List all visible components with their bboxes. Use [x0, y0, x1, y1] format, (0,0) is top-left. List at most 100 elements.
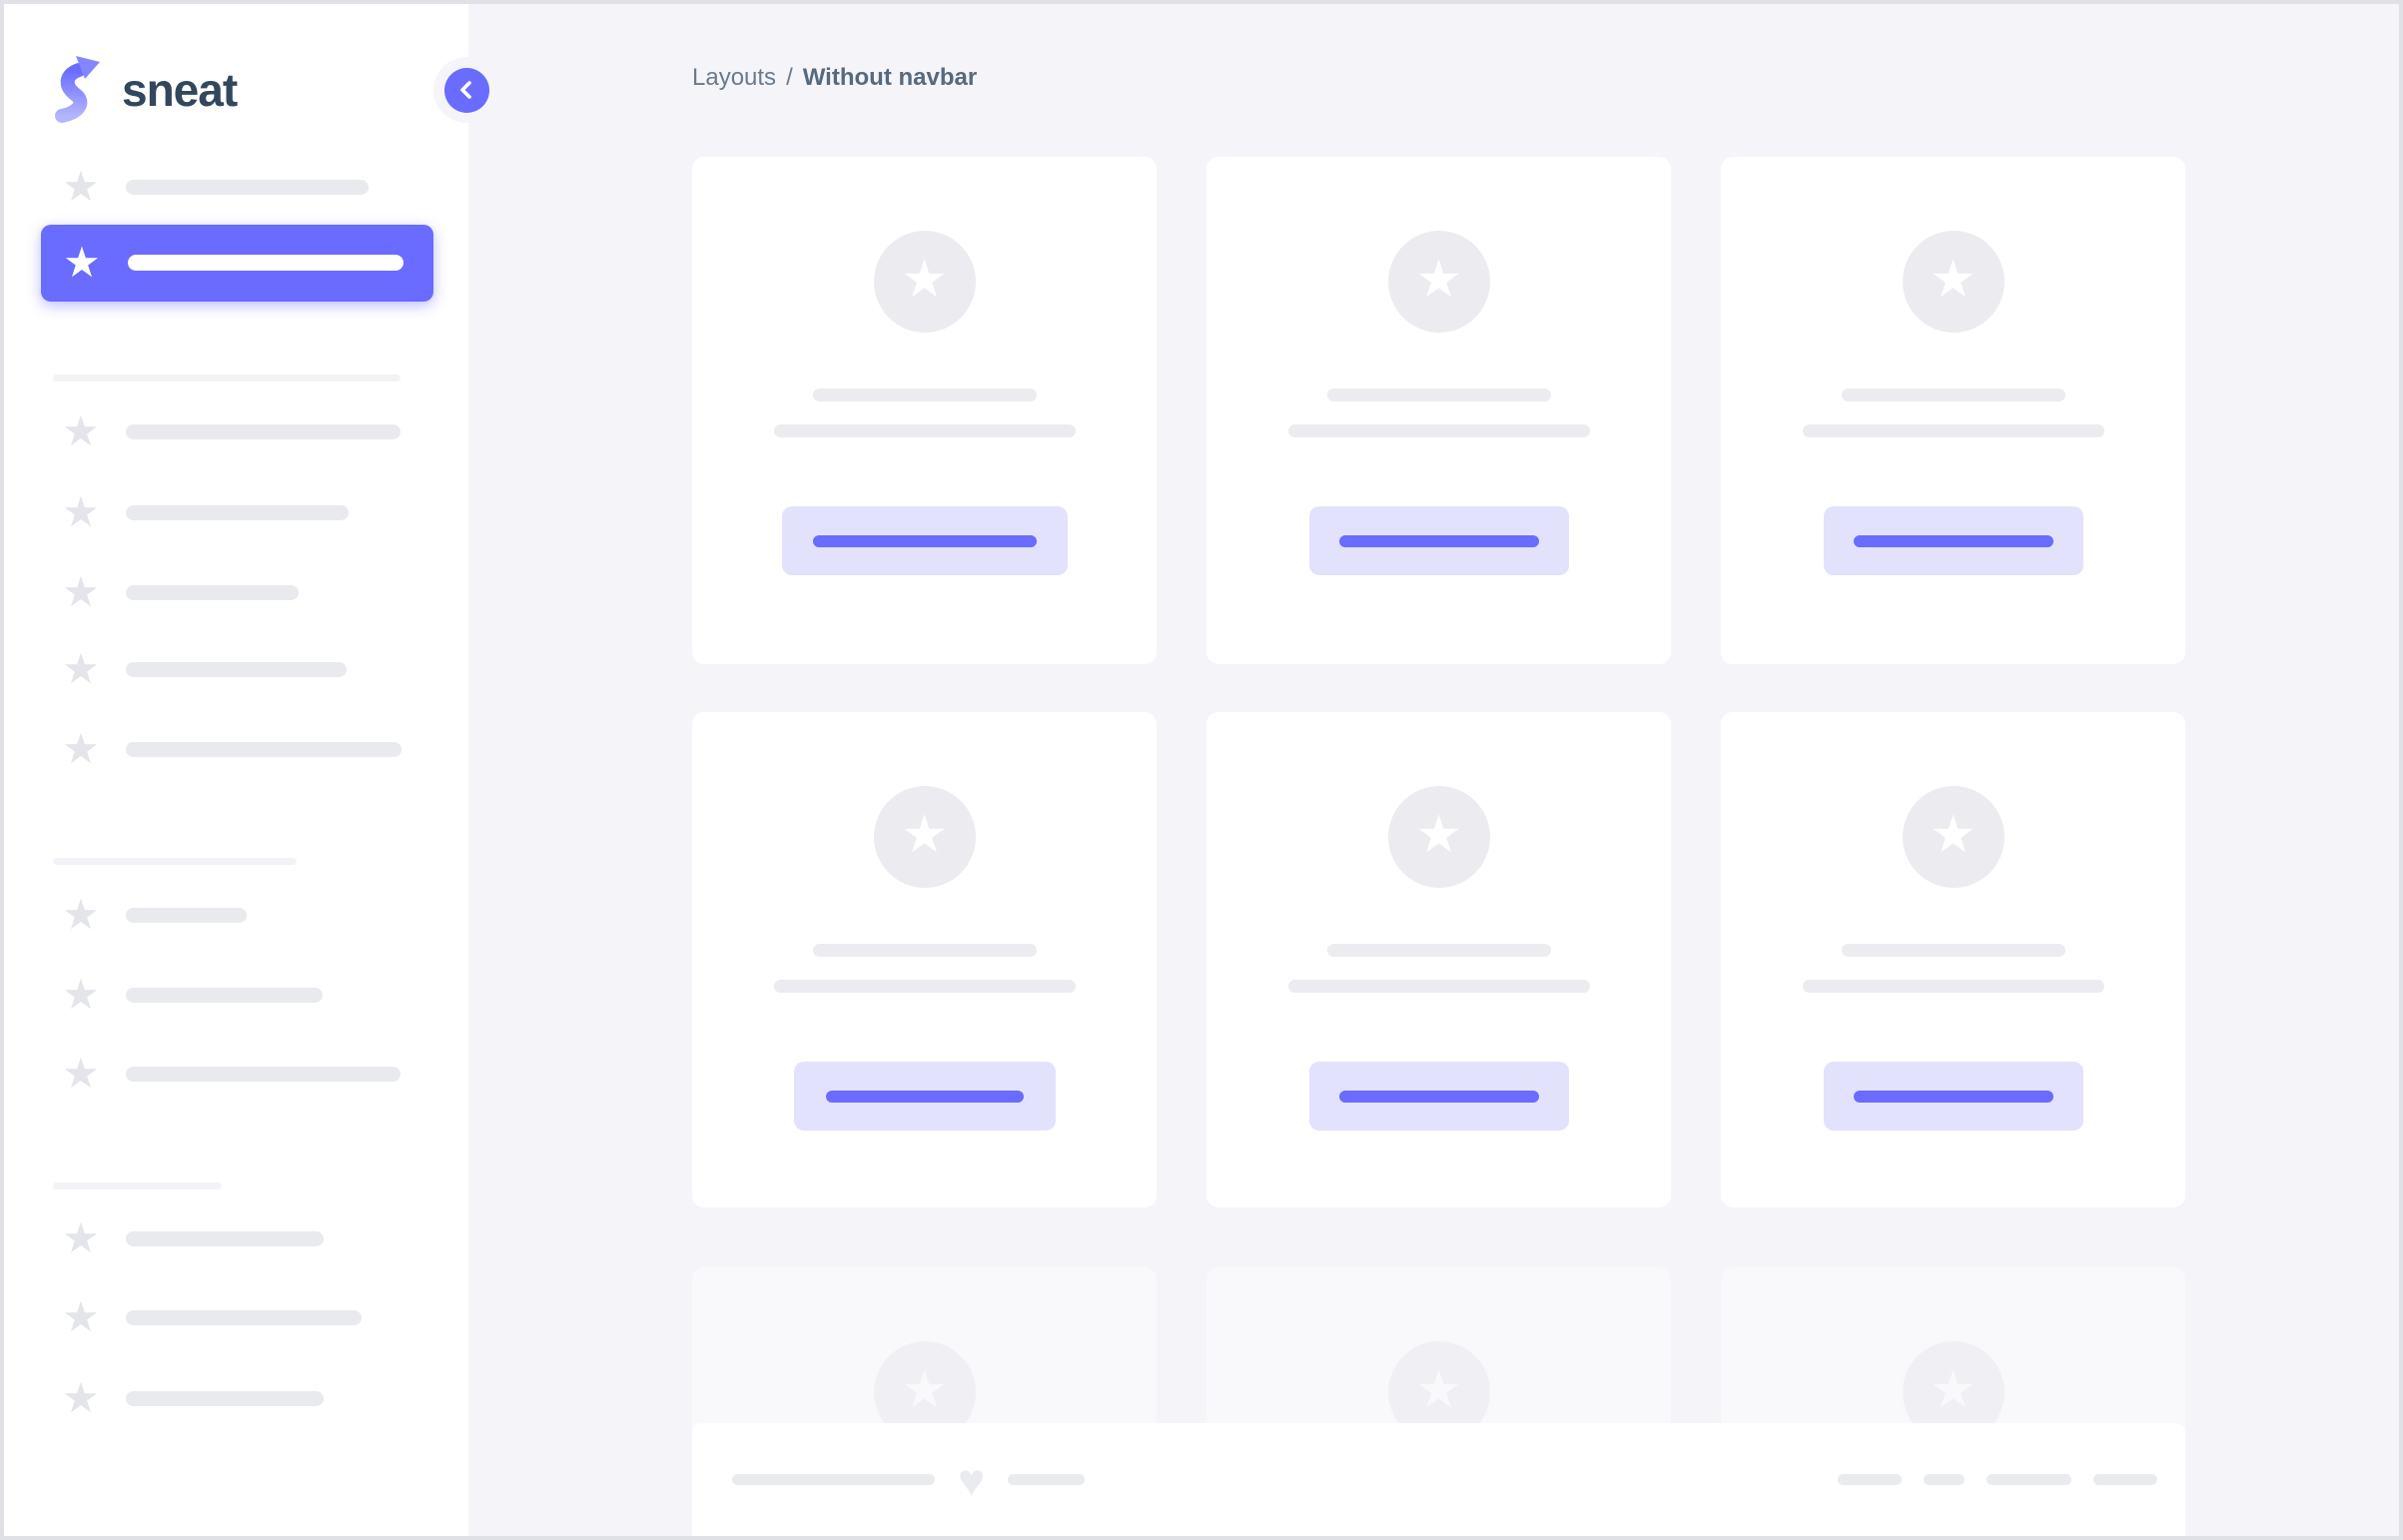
skeleton-line — [1287, 424, 1590, 437]
sidebar-item[interactable]: ★ — [4, 1216, 468, 1260]
sidebar-item[interactable]: ★ — [4, 1376, 468, 1420]
skeleton-line — [1802, 980, 2104, 993]
star-icon: ★ — [1415, 806, 1462, 864]
sidebar: sneat ★ ★ ★ ★ ★ ★ ★ ★ ★ ★ ★ ★ ★ — [4, 4, 468, 1536]
skeleton-line — [1802, 424, 2104, 437]
sidebar-item[interactable]: ★ — [4, 165, 468, 209]
star-icon: ★ — [901, 806, 948, 864]
star-icon: ★ — [62, 568, 100, 615]
star-icon: ★ — [62, 163, 100, 210]
skeleton-bar — [732, 1474, 935, 1485]
sneat-logo-icon — [55, 56, 100, 123]
sidebar-item-active[interactable]: ★ — [41, 224, 433, 302]
skeleton-bar — [126, 504, 349, 520]
placeholder-card: ★ — [692, 157, 1157, 664]
star-icon: ★ — [62, 488, 100, 535]
sidebar-section-divider — [53, 858, 297, 865]
placeholder-card: ★ — [1721, 157, 2185, 664]
sidebar-item[interactable]: ★ — [4, 490, 468, 534]
skeleton-bar — [126, 987, 323, 1003]
sidebar-section-divider — [53, 1182, 222, 1189]
breadcrumb-separator: / — [786, 64, 793, 91]
skeleton-line — [1841, 944, 2065, 957]
placeholder-card: ★ — [1206, 712, 1671, 1207]
avatar: ★ — [1387, 786, 1490, 888]
sidebar-item[interactable]: ★ — [4, 1052, 468, 1096]
sidebar-collapse-button[interactable] — [433, 57, 499, 123]
skeleton-bar — [126, 661, 347, 677]
button-placeholder[interactable] — [1823, 506, 2083, 575]
star-icon: ★ — [62, 725, 100, 772]
star-icon: ★ — [901, 251, 948, 309]
skeleton-bar — [126, 584, 299, 600]
avatar: ★ — [1902, 786, 2004, 888]
card-row: ★ ★ ★ — [692, 712, 2185, 1207]
brand-name: sneat — [122, 64, 238, 116]
sidebar-item[interactable]: ★ — [4, 893, 468, 937]
skeleton-bar — [126, 179, 369, 195]
star-icon: ★ — [1930, 806, 1977, 864]
skeleton-bar — [1987, 1474, 2071, 1485]
skeleton-bar — [126, 1309, 362, 1325]
star-icon: ★ — [1415, 1361, 1462, 1419]
skeleton-bar — [126, 423, 400, 439]
star-icon: ★ — [62, 891, 100, 938]
brand[interactable]: sneat — [48, 48, 238, 132]
avatar: ★ — [1902, 231, 2004, 333]
skeleton-bar — [126, 907, 247, 923]
skeleton-bar — [128, 255, 403, 271]
sidebar-item[interactable]: ★ — [4, 973, 468, 1017]
sidebar-item[interactable]: ★ — [4, 647, 468, 691]
star-icon: ★ — [62, 1293, 100, 1340]
breadcrumb-section[interactable]: Layouts — [692, 64, 777, 91]
avatar: ★ — [1387, 231, 1490, 333]
skeleton-bar — [1853, 534, 2053, 547]
skeleton-bar — [812, 534, 1037, 547]
skeleton-line — [1326, 944, 1551, 957]
card-grid: ★ ★ ★ ★ ★ ★ ★ ★ ★ — [692, 157, 2185, 1536]
skeleton-bar — [1338, 534, 1539, 547]
sidebar-item[interactable]: ★ — [4, 1295, 468, 1339]
button-placeholder[interactable] — [1308, 1062, 1569, 1131]
page-title: Without navbar — [802, 64, 978, 91]
sidebar-item[interactable]: ★ — [4, 570, 468, 614]
footer-left-group: ♥ — [732, 1457, 1086, 1503]
placeholder-card: ★ — [692, 712, 1157, 1207]
skeleton-bar — [2093, 1474, 2157, 1485]
button-placeholder[interactable] — [781, 506, 1068, 575]
placeholder-card: ★ — [1721, 712, 2185, 1207]
avatar: ★ — [873, 231, 976, 333]
placeholder-card: ★ — [1206, 157, 1671, 664]
star-icon: ★ — [901, 1361, 948, 1419]
skeleton-bar — [1853, 1090, 2053, 1103]
chevron-left-icon — [443, 67, 489, 113]
skeleton-line — [1326, 388, 1551, 401]
star-icon: ★ — [62, 1214, 100, 1261]
skeleton-bar — [126, 1390, 324, 1406]
button-placeholder[interactable] — [1823, 1062, 2083, 1131]
sidebar-item[interactable]: ★ — [4, 409, 468, 453]
star-icon: ★ — [1930, 251, 1977, 309]
sidebar-item[interactable]: ★ — [4, 727, 468, 771]
star-icon: ★ — [62, 1374, 100, 1421]
star-icon: ★ — [62, 971, 100, 1018]
sidebar-menu: ★ ★ ★ ★ ★ ★ ★ ★ ★ ★ ★ ★ ★ — [4, 4, 468, 1536]
star-icon: ★ — [62, 407, 100, 454]
star-icon: ★ — [62, 645, 100, 692]
skeleton-line — [812, 388, 1037, 401]
footer-right-group — [1838, 1474, 2157, 1485]
star-icon: ★ — [1930, 1361, 1977, 1419]
button-placeholder[interactable] — [793, 1062, 1056, 1131]
skeleton-line — [773, 424, 1076, 437]
star-icon: ★ — [62, 1050, 100, 1097]
avatar: ★ — [873, 786, 976, 888]
skeleton-line — [812, 944, 1037, 957]
skeleton-bar — [1838, 1474, 1902, 1485]
skeleton-line — [1841, 388, 2065, 401]
skeleton-bar — [126, 1066, 400, 1082]
button-placeholder[interactable] — [1308, 506, 1569, 575]
footer-placeholder: ♥ — [692, 1423, 2185, 1536]
skeleton-bar — [825, 1090, 1024, 1103]
sidebar-section-divider — [53, 375, 400, 382]
